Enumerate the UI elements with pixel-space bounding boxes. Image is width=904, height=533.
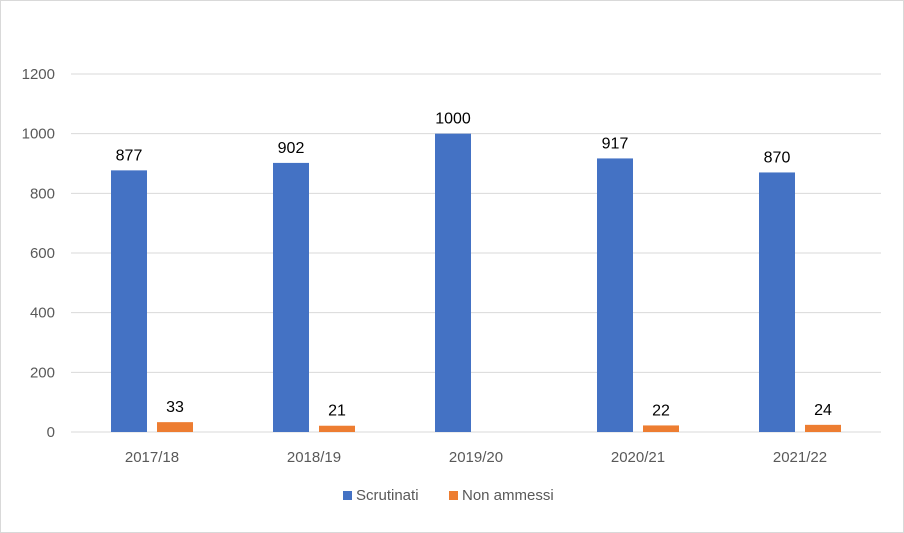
bars [111,133,841,433]
data-label: 870 [764,149,791,166]
x-tick-label: 2018/19 [287,449,341,466]
legend: Scrutinati Non ammessi [343,487,554,504]
x-tick-label: 2019/20 [449,449,503,466]
bar-scrutinati [759,172,795,432]
y-tick-label: 800 [30,185,55,202]
legend-label: Scrutinati [356,487,419,504]
y-tick-label: 0 [47,424,55,441]
legend-label: Non ammessi [462,487,554,504]
data-label: 1000 [435,111,471,128]
legend-swatch [343,491,352,500]
data-label: 902 [278,140,305,157]
y-axis-ticks: 0 200 400 600 800 1000 1200 [22,66,55,441]
legend-swatch [449,491,458,500]
x-axis-ticks: 2017/18 2018/19 2019/20 2020/21 2021/22 [125,449,827,466]
y-tick-label: 200 [30,364,55,381]
bar-non-ammessi [319,425,355,432]
grid-lines [71,73,881,433]
data-label: 33 [166,399,184,416]
bar-non-ammessi [805,424,841,432]
data-label: 24 [814,402,832,419]
data-label: 22 [652,402,670,419]
bar-non-ammessi [157,422,193,432]
data-label: 917 [602,135,629,152]
x-tick-label: 2021/22 [773,449,827,466]
y-tick-label: 1000 [22,126,55,143]
bar-scrutinati [111,170,147,432]
bar-scrutinati [435,133,471,432]
data-label: 21 [328,403,346,420]
data-labels: 877 33 902 21 1000 917 22 870 24 [116,111,832,420]
bar-scrutinati [597,158,633,432]
y-tick-label: 400 [30,305,55,322]
x-tick-label: 2017/18 [125,449,179,466]
x-tick-label: 2020/21 [611,449,665,466]
data-label: 877 [116,147,143,164]
bar-scrutinati [273,162,309,433]
y-tick-label: 1200 [22,66,55,83]
y-tick-label: 600 [30,245,55,262]
bar-non-ammessi [643,425,679,432]
